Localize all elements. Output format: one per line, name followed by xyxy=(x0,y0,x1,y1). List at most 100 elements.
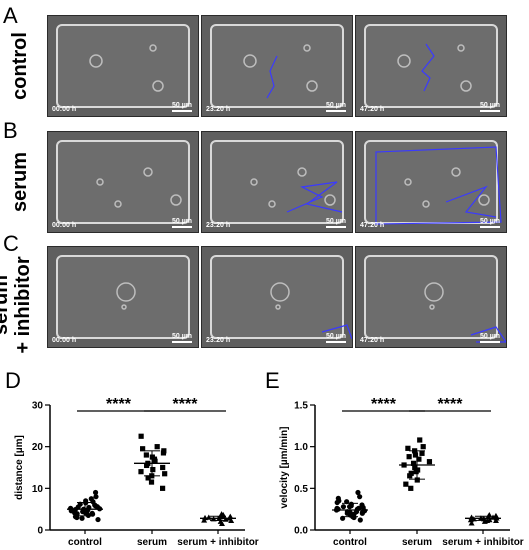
micro-chamber xyxy=(210,24,344,108)
timestamp-label: 47:20 h xyxy=(360,337,385,344)
timestamp-label: 23:20 h xyxy=(206,106,231,113)
cell-blob xyxy=(152,80,164,92)
significance-label: **** xyxy=(438,396,464,413)
cell-blob xyxy=(250,178,258,186)
data-point xyxy=(154,444,160,450)
cell-blob xyxy=(460,80,472,92)
y-tick-label: 20 xyxy=(32,442,44,453)
timestamp-label: 47:20 h xyxy=(360,106,385,113)
cell-track-overlay xyxy=(375,146,502,225)
data-point xyxy=(406,454,412,460)
y-axis-label: distance [µm] xyxy=(14,435,25,500)
scale-bar xyxy=(172,226,192,228)
micrograph-r1-t2: 23:20 h 50 µm xyxy=(201,15,353,117)
cell-track-overlay xyxy=(250,167,343,213)
micro-chamber xyxy=(56,24,190,108)
chart-distance: 0 10 20 30 distance [µm] control serum serum + … xyxy=(14,396,259,548)
data-point xyxy=(92,489,99,496)
data-point xyxy=(414,477,420,483)
scale-bar xyxy=(480,226,500,228)
data-point xyxy=(138,469,144,475)
significance-label: **** xyxy=(173,396,199,413)
data-point xyxy=(140,446,146,452)
x-tick-label: serum + inhibitor xyxy=(177,537,259,548)
timestamp-label: 23:20 h xyxy=(206,337,231,344)
cell-blob xyxy=(89,54,103,68)
data-point xyxy=(416,456,422,462)
data-point xyxy=(228,517,235,524)
data-point xyxy=(340,504,347,510)
data-point xyxy=(148,479,155,485)
scale-bar-label: 50 µm xyxy=(172,333,192,340)
cell-blob xyxy=(397,54,411,68)
scale-bar-label: 50 µm xyxy=(480,333,500,340)
data-point xyxy=(227,513,234,519)
chart-velocity: 0.0 0.5 1.0 1.5 velocity [µm/min] control seru… xyxy=(279,396,524,548)
data-point xyxy=(150,466,156,473)
y-tick-label: 1.0 xyxy=(294,442,308,453)
cell-blob xyxy=(268,200,276,208)
cell-blob xyxy=(306,80,318,92)
cell-track-overlay xyxy=(89,44,164,92)
data-point xyxy=(143,452,149,458)
micro-chamber xyxy=(210,140,344,224)
data-point xyxy=(335,495,341,501)
cell-blob xyxy=(424,282,444,302)
timestamp-label: 00:00 h xyxy=(52,337,77,344)
migration-track xyxy=(266,55,278,99)
data-point xyxy=(361,508,368,514)
scale-bar xyxy=(326,110,346,112)
micro-chamber xyxy=(56,140,190,224)
data-point xyxy=(412,452,419,458)
cell-blob xyxy=(429,304,435,310)
data-point xyxy=(357,494,363,500)
data-point xyxy=(93,494,99,500)
row-label-serum: serum xyxy=(9,151,31,213)
scale-bar-label: 50 µm xyxy=(480,218,500,225)
micrograph-r3-t1: 00:00 h 50 µm xyxy=(47,246,199,348)
data-point xyxy=(160,485,166,491)
scale-bar xyxy=(172,341,192,343)
data-point xyxy=(161,448,167,454)
micrograph-r1-t1: 00:00 h 50 µm xyxy=(47,15,199,117)
data-point xyxy=(468,520,475,526)
x-tick-label: control xyxy=(333,537,367,548)
cell-blob xyxy=(275,304,281,310)
data-point xyxy=(403,481,409,487)
cell-blob xyxy=(451,167,461,177)
data-point xyxy=(410,460,417,466)
cell-track-overlay xyxy=(96,167,182,208)
data-point xyxy=(145,475,151,481)
data-point xyxy=(218,511,225,517)
y-tick-label: 1.5 xyxy=(294,401,308,412)
x-tick-label: serum xyxy=(402,537,432,548)
micrograph-r2-t2: 23:20 h 50 µm xyxy=(201,131,353,233)
data-point xyxy=(354,506,360,512)
panel-label-b: B xyxy=(3,118,18,143)
timestamp-label: 00:00 h xyxy=(52,106,77,113)
y-tick-label: 10 xyxy=(32,484,44,495)
panel-label-d: D xyxy=(5,368,21,393)
cell-blob xyxy=(149,44,157,52)
timestamp-label: 23:20 h xyxy=(206,222,231,229)
data-point xyxy=(160,464,166,471)
data-point xyxy=(80,509,86,515)
cell-blob xyxy=(324,194,336,206)
scale-bar-label: 50 µm xyxy=(326,333,346,340)
cell-track-overlay xyxy=(270,282,352,340)
cell-blob xyxy=(297,167,307,177)
data-point xyxy=(218,520,225,526)
scale-bar xyxy=(326,226,346,228)
cell-blob xyxy=(170,194,182,206)
micrograph-r2-t1: 00:00 h 50 µm xyxy=(47,131,199,233)
x-tick-label: control xyxy=(68,537,102,548)
y-tick-label: 30 xyxy=(32,401,44,412)
migration-track xyxy=(421,43,435,92)
micro-chamber xyxy=(364,255,498,339)
panel-label-c: C xyxy=(3,231,19,256)
data-point xyxy=(412,464,418,471)
y-tick-label: 0.0 xyxy=(294,526,308,537)
data-point xyxy=(79,515,85,521)
scale-bar xyxy=(480,341,500,343)
cell-blob xyxy=(114,200,122,208)
